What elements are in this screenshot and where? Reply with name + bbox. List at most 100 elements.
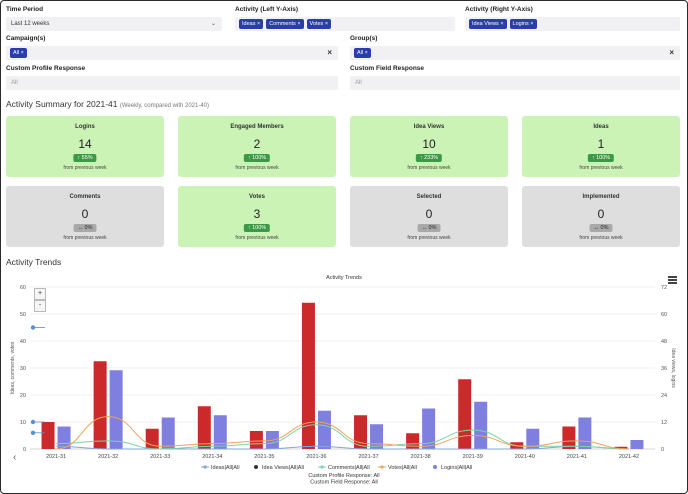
clear-groups-icon[interactable]: × xyxy=(669,48,674,57)
bar-idea-views xyxy=(93,361,107,449)
custom-profile-placeholder: All xyxy=(11,80,18,86)
x-tick-label: 2021-39 xyxy=(463,454,483,460)
card-value: 3 xyxy=(253,207,261,221)
legend-marker xyxy=(320,465,324,469)
line-votes xyxy=(56,416,629,450)
card-change-badge: ↑ 55% xyxy=(73,154,97,162)
card-value: 0 xyxy=(425,207,433,221)
card-value: 1 xyxy=(597,137,605,151)
card-footer: from previous week xyxy=(235,165,279,171)
activity-right-tag[interactable]: Idea Views × xyxy=(469,19,507,29)
card-change-badge: ↔ 0% xyxy=(73,224,97,232)
y2-axis-label: Idea views, logins xyxy=(670,348,676,388)
activity-left-tag[interactable]: Votes × xyxy=(306,19,332,29)
card-title: Selected xyxy=(416,194,442,200)
bar-idea-views xyxy=(354,415,368,449)
bar-logins xyxy=(578,417,592,449)
y2-tick-label: 60 xyxy=(661,312,667,318)
y-tick-label: 40 xyxy=(20,339,26,345)
y2-tick-label: 24 xyxy=(661,393,667,399)
y-tick-label: 30 xyxy=(20,366,26,372)
summary-title: Activity Summary for 2021-41 xyxy=(6,99,118,109)
y-tick-label: 20 xyxy=(20,393,26,399)
axis-handle xyxy=(30,325,36,330)
group-tag[interactable]: All × xyxy=(354,48,371,58)
activity-left-multiselect[interactable]: Ideas × Comments × Votes × xyxy=(235,17,455,31)
activity-right-label: Activity (Right Y-Axis) xyxy=(465,6,533,13)
hamburger-menu-icon[interactable] xyxy=(668,276,677,285)
card-change-badge: ↑ 100% xyxy=(243,224,271,232)
y-tick-label: 50 xyxy=(20,312,26,318)
bar-logins xyxy=(317,410,331,449)
legend-marker xyxy=(433,465,437,469)
bar-idea-views xyxy=(562,426,576,449)
groups-multiselect[interactable]: All × × xyxy=(350,46,680,60)
y-tick-label: 0 xyxy=(23,447,26,453)
summary-card: Logins 14 ↑ 55% from previous week xyxy=(6,116,164,177)
bar-idea-views xyxy=(41,422,55,449)
activity-left-tag[interactable]: Comments × xyxy=(266,19,304,29)
y2-tick-label: 0 xyxy=(661,447,664,453)
custom-profile-select[interactable]: All xyxy=(6,76,338,90)
legend-entry: Logins|All|All xyxy=(441,465,472,471)
zoom-in-button[interactable]: + xyxy=(34,288,46,300)
clear-campaigns-icon[interactable]: × xyxy=(327,48,332,57)
custom-field-label: Custom Field Response xyxy=(350,65,425,72)
campaigns-label: Campaign(s) xyxy=(6,35,46,42)
campaign-tag[interactable]: All × xyxy=(10,48,27,58)
card-footer: from previous week xyxy=(63,235,107,241)
card-title: Votes xyxy=(249,194,265,200)
groups-label: Group(s) xyxy=(350,35,378,42)
y-tick-label: 10 xyxy=(20,420,26,426)
bar-logins xyxy=(630,440,644,449)
time-period-select[interactable]: Last 12 weeks ⌄ xyxy=(6,17,222,31)
campaigns-multiselect[interactable]: All × × xyxy=(6,46,338,60)
custom-field-select[interactable]: All xyxy=(350,76,680,90)
bar-logins xyxy=(422,408,436,449)
x-tick-label: 2021-40 xyxy=(515,454,535,460)
x-tick-label: 2021-33 xyxy=(150,454,170,460)
bar-idea-views xyxy=(458,379,472,449)
card-title: Idea Views xyxy=(413,124,445,130)
chart-title: Activity Trends xyxy=(326,275,362,281)
zoom-out-button[interactable]: - xyxy=(34,300,46,312)
bar-logins xyxy=(213,415,227,449)
card-value: 2 xyxy=(253,137,261,151)
card-footer: from previous week xyxy=(579,165,623,171)
chart-footnote: Custom Profile Response: All xyxy=(308,473,379,479)
legend-marker xyxy=(254,465,258,469)
legend-entry: Votes|All|All xyxy=(388,465,417,471)
card-change-badge: ↑ 100% xyxy=(587,154,615,162)
activity-right-multiselect[interactable]: Idea Views × Logins × xyxy=(465,17,680,31)
card-footer: from previous week xyxy=(407,235,451,241)
card-title: Logins xyxy=(75,124,95,130)
trends-heading: Activity Trends xyxy=(6,257,62,267)
y2-tick-label: 36 xyxy=(661,366,667,372)
bar-logins xyxy=(161,417,175,449)
legend-entry: Idea Views|All|All xyxy=(262,465,304,471)
card-title: Implemented xyxy=(582,194,620,200)
card-title: Engaged Members xyxy=(230,124,284,130)
bar-logins xyxy=(109,370,123,449)
card-change-badge: ↑ 100% xyxy=(243,154,271,162)
summary-card: Votes 3 ↑ 100% from previous week xyxy=(178,186,336,247)
bar-logins xyxy=(526,428,540,449)
card-change-badge: ↑ 233% xyxy=(415,154,443,162)
chevron-down-icon: ⌄ xyxy=(210,21,216,27)
summary-card: Engaged Members 2 ↑ 100% from previous week xyxy=(178,116,336,177)
y-tick-label: 60 xyxy=(20,285,26,291)
custom-field-placeholder: All xyxy=(355,80,362,86)
summary-card: Idea Views 10 ↑ 233% from previous week xyxy=(350,116,508,177)
card-value: 0 xyxy=(597,207,605,221)
x-tick-label: 2021-38 xyxy=(411,454,431,460)
summary-heading: Activity Summary for 2021-41 (Weekly, co… xyxy=(6,99,209,109)
legend-marker xyxy=(380,465,384,469)
y2-tick-label: 72 xyxy=(661,285,667,291)
activity-left-tag[interactable]: Ideas × xyxy=(239,19,264,29)
bar-idea-views xyxy=(249,431,263,449)
activity-right-tag[interactable]: Logins × xyxy=(509,19,537,29)
y2-tick-label: 12 xyxy=(661,420,667,426)
bar-idea-views xyxy=(301,302,315,449)
x-tick-label: 2021-35 xyxy=(254,454,274,460)
y2-tick-label: 48 xyxy=(661,339,667,345)
